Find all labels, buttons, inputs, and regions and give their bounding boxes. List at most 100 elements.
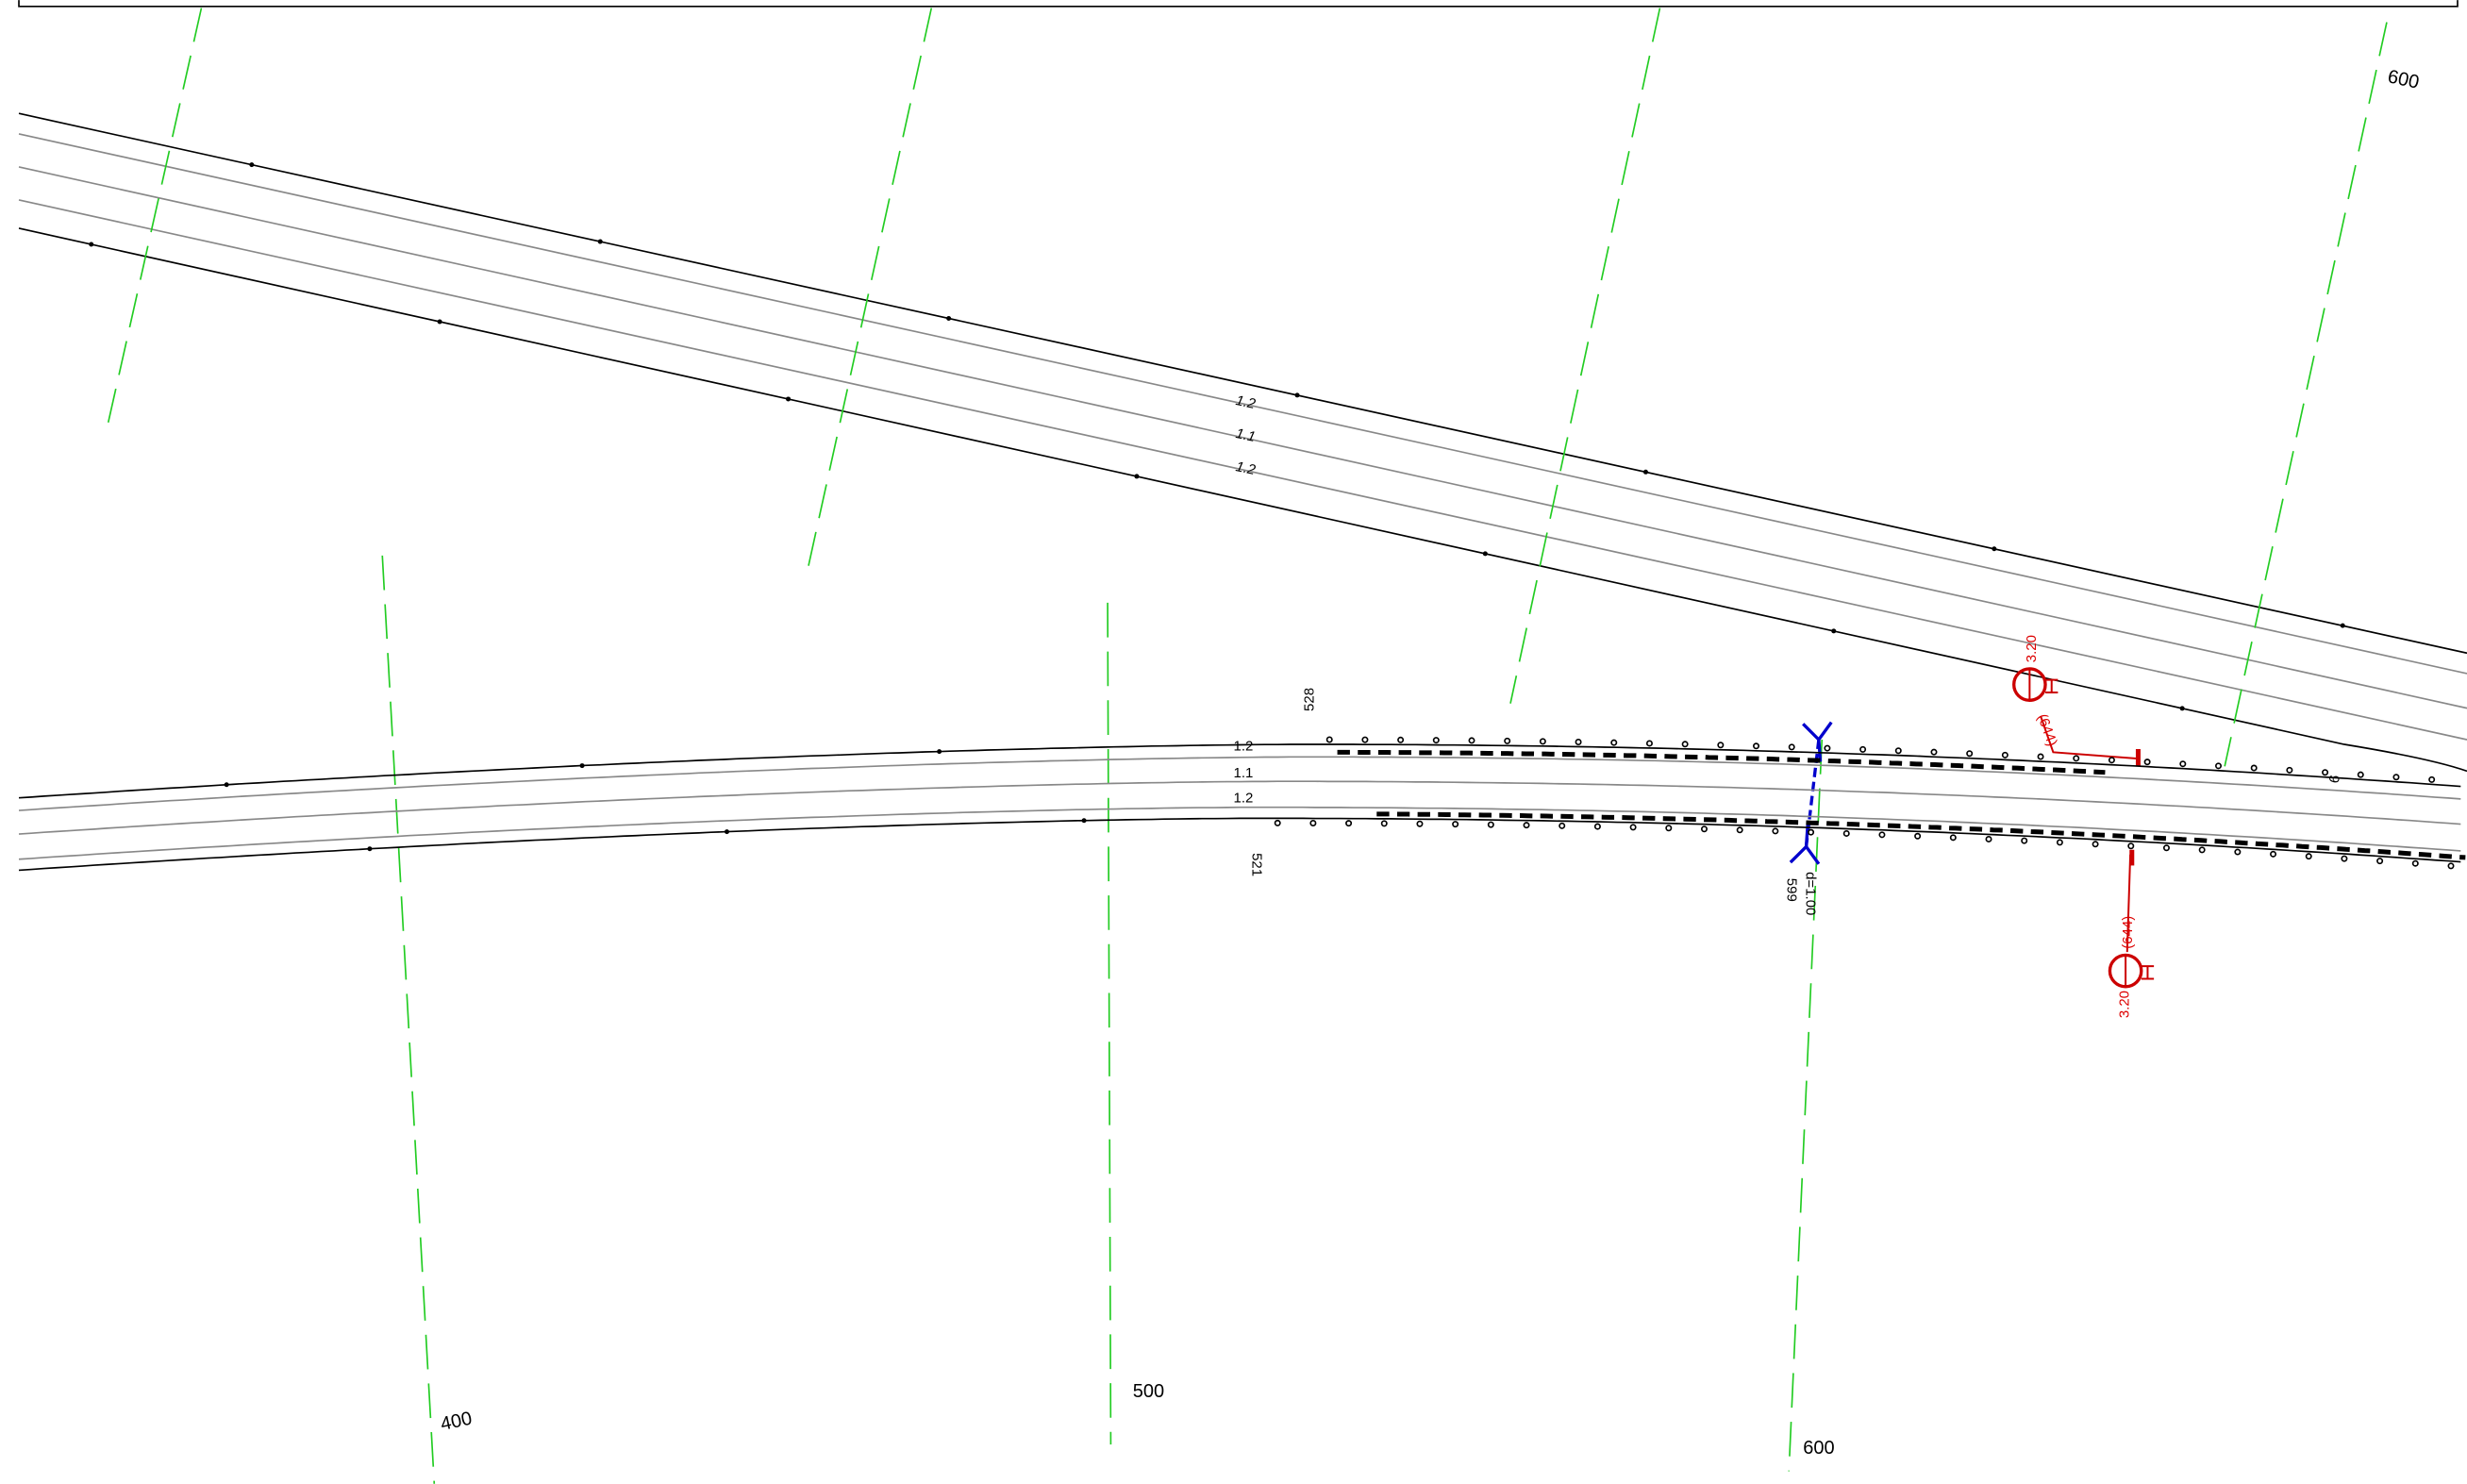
curb-post bbox=[1432, 737, 1440, 744]
curb-post bbox=[2447, 862, 2455, 870]
curb-post bbox=[1645, 740, 1653, 747]
lane-label: 1.2 bbox=[1234, 739, 1254, 755]
vertex bbox=[1294, 392, 1300, 398]
curb-post bbox=[1325, 736, 1333, 743]
curb-post bbox=[2001, 751, 2009, 759]
pipe-label: d=1.00 bbox=[1803, 872, 1819, 915]
curb-post bbox=[2162, 844, 2170, 852]
lane-label: 1.1 bbox=[1234, 425, 1257, 445]
curb-post bbox=[1878, 831, 1886, 839]
vertex bbox=[1992, 546, 1997, 552]
curb-post bbox=[2392, 774, 2400, 781]
point-label: 528 bbox=[1302, 688, 1318, 711]
vertex bbox=[2179, 706, 2185, 711]
lane-label: 1.2 bbox=[1234, 459, 1258, 478]
curb-post bbox=[1966, 750, 1974, 758]
curb-post bbox=[1700, 825, 1708, 833]
vertex bbox=[724, 829, 729, 835]
curb-post bbox=[1772, 827, 1779, 835]
lane-line bbox=[18, 780, 2461, 835]
curb-post bbox=[2376, 858, 2384, 865]
curb-post bbox=[2305, 853, 2312, 860]
lane-label: 1.2 bbox=[1234, 392, 1258, 412]
curb-post bbox=[1593, 823, 1601, 830]
curb-post bbox=[1610, 739, 1618, 746]
lane-label: 1.1 bbox=[1234, 765, 1254, 781]
curb-post bbox=[2073, 755, 2080, 762]
curb-post bbox=[1559, 822, 1566, 829]
curb-post bbox=[1949, 834, 1957, 842]
vertex bbox=[937, 749, 942, 755]
vertex bbox=[1482, 551, 1488, 557]
point-label: 521 bbox=[1249, 853, 1265, 876]
curb-post bbox=[2286, 766, 2293, 774]
curb-post bbox=[1504, 737, 1511, 744]
curb-post bbox=[1808, 828, 1815, 836]
vertex bbox=[249, 162, 255, 168]
curb-post bbox=[1824, 744, 1831, 752]
curb-post bbox=[1629, 824, 1637, 831]
curb-post bbox=[2357, 771, 2364, 778]
curb-post bbox=[1894, 747, 1902, 755]
curb-post bbox=[2198, 846, 2206, 854]
point-label: 599 bbox=[1784, 878, 1800, 902]
road-edge bbox=[18, 743, 2461, 799]
vertex bbox=[579, 763, 585, 769]
curb-post bbox=[1309, 819, 1317, 826]
vertex bbox=[89, 242, 94, 247]
station-label: 500 bbox=[1133, 1381, 1164, 1402]
curb-post bbox=[2214, 762, 2223, 770]
curb-post bbox=[1665, 825, 1673, 832]
curb-post bbox=[2250, 764, 2258, 772]
vertex bbox=[2340, 623, 2345, 628]
curb-post bbox=[1717, 742, 1725, 749]
frame bbox=[18, 0, 2459, 8]
curb-post bbox=[1487, 821, 1494, 828]
linework bbox=[18, 8, 2467, 1484]
vertex bbox=[597, 239, 603, 244]
curb-post bbox=[1859, 745, 1867, 753]
curb bbox=[1337, 749, 2106, 775]
vertex bbox=[1642, 469, 1648, 475]
vertex bbox=[1081, 818, 1087, 824]
curb-post bbox=[2143, 759, 2151, 766]
curb-post bbox=[2108, 757, 2115, 764]
road-edge bbox=[18, 817, 2461, 872]
labels: 1.2 1.1 1.2 600 1.2 1.1 1.2 9 400 500 60… bbox=[439, 66, 2421, 1459]
curb-post bbox=[1930, 748, 1938, 756]
vertex bbox=[946, 315, 952, 321]
vertex bbox=[1134, 474, 1140, 479]
vertex bbox=[786, 396, 792, 402]
curb-post bbox=[2037, 753, 2044, 760]
marker-offset: 3.20 bbox=[2116, 991, 2132, 1018]
curb-post bbox=[2056, 839, 2063, 846]
marker-offset: 3.20 bbox=[2024, 635, 2040, 662]
curb-post bbox=[1380, 820, 1388, 827]
curb-post bbox=[1397, 736, 1405, 743]
station-label: 600 bbox=[1803, 1438, 1834, 1459]
station-label: 600 bbox=[2386, 66, 2421, 92]
curb-post bbox=[2179, 760, 2187, 768]
vertex bbox=[437, 319, 442, 325]
edge-label: 9 bbox=[2325, 774, 2342, 784]
lane-label: 1.2 bbox=[1234, 791, 1254, 807]
vertex bbox=[1831, 628, 1837, 634]
curb-post bbox=[1539, 738, 1546, 745]
curb-post bbox=[2092, 841, 2099, 848]
curb bbox=[1376, 811, 2466, 860]
curb-post bbox=[2127, 842, 2135, 850]
lane-line bbox=[18, 756, 2461, 811]
curb-post bbox=[1468, 737, 1475, 744]
station-label: 400 bbox=[439, 1409, 474, 1435]
curb-post bbox=[2322, 769, 2329, 776]
curb-post bbox=[1736, 826, 1743, 834]
curb-post bbox=[1753, 742, 1760, 750]
curb-post bbox=[1681, 741, 1689, 748]
curb-post bbox=[2021, 837, 2028, 844]
curb-post bbox=[2428, 775, 2436, 783]
curb-post bbox=[1842, 829, 1850, 837]
curb-post bbox=[1788, 743, 1795, 751]
marker-ref: (644) bbox=[2034, 712, 2060, 749]
curb-post bbox=[1575, 738, 1582, 745]
